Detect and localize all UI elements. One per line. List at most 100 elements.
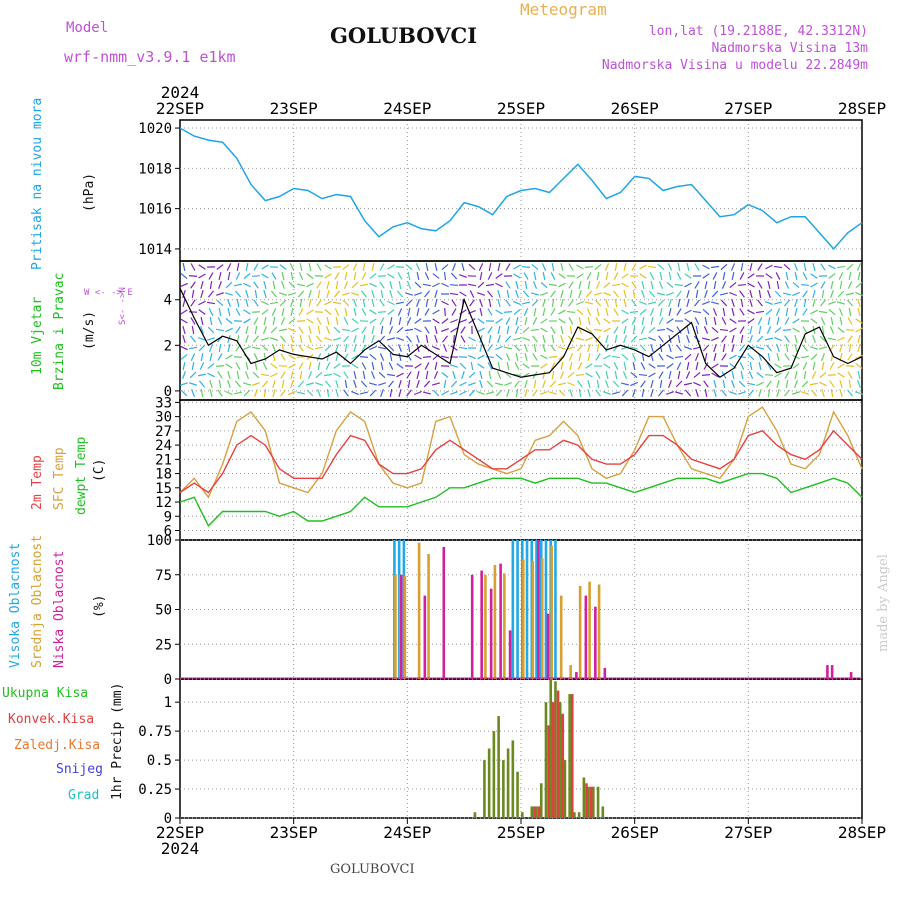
wind-arrow bbox=[524, 280, 528, 290]
wind-arrow bbox=[776, 389, 780, 397]
wind-arrow bbox=[290, 271, 294, 281]
wind-arrow bbox=[810, 282, 818, 288]
wind-arrow bbox=[324, 309, 332, 315]
precip-total-bar bbox=[539, 783, 543, 818]
wind-arrow bbox=[225, 327, 233, 333]
wind-arrow bbox=[335, 344, 339, 352]
wind-arrow bbox=[416, 299, 420, 307]
wind-arrow bbox=[701, 374, 711, 376]
wind-arrow bbox=[299, 298, 303, 308]
wind-arrow bbox=[497, 361, 501, 371]
wind-arrow bbox=[613, 362, 619, 370]
wind-arrow bbox=[479, 307, 483, 317]
wind-arrow bbox=[371, 290, 375, 298]
wind-arrow bbox=[845, 292, 855, 296]
wind-arrow bbox=[479, 299, 483, 307]
wind-arrow bbox=[512, 337, 522, 341]
wind-arrow bbox=[729, 391, 737, 395]
wind-arrow bbox=[820, 353, 826, 361]
y-tick-label: 0 bbox=[164, 672, 172, 688]
wind-arrow bbox=[685, 371, 691, 379]
wind-arrow bbox=[444, 307, 446, 317]
wind-arrow bbox=[432, 318, 440, 324]
wind-arrow bbox=[422, 355, 432, 359]
wind-arrow bbox=[450, 272, 458, 280]
wind-arrow bbox=[829, 326, 835, 334]
wind-arrow bbox=[369, 318, 377, 324]
wind-arrow bbox=[308, 298, 312, 308]
wind-arrow bbox=[487, 362, 493, 370]
wind-arrow bbox=[227, 370, 231, 380]
wind-arrow bbox=[272, 280, 276, 290]
wind-arrow bbox=[379, 353, 385, 361]
wind-arrow bbox=[577, 380, 583, 388]
wind-arrow bbox=[251, 275, 261, 277]
wind-arrow bbox=[434, 290, 438, 298]
y-tick-label: 50 bbox=[155, 603, 172, 619]
wind-arrow bbox=[576, 344, 584, 352]
wind-arrow bbox=[855, 281, 863, 289]
wind-arrow bbox=[802, 326, 808, 334]
wind-speed-line bbox=[179, 288, 863, 378]
wind-arrow bbox=[459, 291, 467, 297]
wind-arrow bbox=[235, 362, 241, 370]
wind-arrow bbox=[587, 352, 591, 362]
temp-label-1: 2m Temp bbox=[30, 455, 45, 510]
wind-arrow bbox=[505, 263, 511, 271]
wind-arrow bbox=[722, 343, 726, 353]
y-tick-label: 75 bbox=[155, 568, 172, 584]
wind-arrow bbox=[793, 263, 799, 271]
wind-arrow bbox=[298, 362, 304, 370]
wind-arrow bbox=[829, 362, 835, 370]
precip-total-bar bbox=[563, 760, 567, 818]
wind-arrow bbox=[560, 325, 564, 335]
wind-arrow bbox=[343, 335, 349, 343]
wind-arrow bbox=[704, 388, 708, 398]
y-tick-label: 18 bbox=[155, 467, 172, 483]
wind-arrow bbox=[821, 389, 825, 397]
wind-arrow bbox=[558, 309, 566, 315]
wind-arrow bbox=[650, 388, 654, 398]
wind-arrow bbox=[603, 354, 611, 360]
wind-arrow bbox=[803, 370, 807, 380]
wind-arrow bbox=[414, 390, 422, 396]
wind-arrow bbox=[578, 388, 582, 398]
wind-arrow bbox=[757, 281, 763, 289]
wind-arrow bbox=[452, 334, 456, 344]
wind-arrow bbox=[271, 272, 277, 280]
wind-arrow bbox=[730, 263, 736, 271]
wind-arrow bbox=[739, 326, 745, 334]
wind-arrow bbox=[227, 271, 231, 281]
wind-arrow bbox=[306, 309, 314, 315]
wind-arrow bbox=[245, 325, 249, 335]
wind-arrow bbox=[440, 355, 450, 359]
wind-arrow bbox=[326, 316, 330, 326]
wind-arrow bbox=[596, 307, 600, 317]
wind-arrow bbox=[812, 361, 816, 371]
wind-arrow bbox=[198, 273, 206, 279]
wind-arrow bbox=[596, 271, 600, 281]
wind-arrow bbox=[524, 352, 528, 362]
model-altitude: Nadmorska Visina u modelu 22.2849m bbox=[601, 58, 868, 73]
wind-arrow bbox=[252, 335, 260, 343]
wind-arrow bbox=[298, 272, 304, 280]
wind-arrow bbox=[818, 310, 828, 314]
wind-arrow bbox=[585, 290, 593, 298]
wind-arrow bbox=[711, 372, 719, 378]
wind-arrow bbox=[785, 307, 789, 317]
y-tick-label: 1020 bbox=[138, 121, 172, 137]
wind-arrow bbox=[180, 382, 188, 386]
wind-arrow bbox=[397, 272, 403, 280]
wind-arrow bbox=[774, 326, 782, 334]
wind-arrow bbox=[524, 379, 528, 389]
x-date-label-top: 28SEP bbox=[838, 99, 886, 118]
precip-total-bar bbox=[558, 702, 562, 818]
wind-arrow bbox=[458, 346, 468, 350]
wind-arrow bbox=[576, 273, 584, 279]
mid-cloud-bar bbox=[531, 560, 535, 679]
wind-arrow bbox=[802, 308, 808, 316]
low-cloud-bar bbox=[399, 574, 403, 679]
wind-arrow bbox=[263, 352, 267, 362]
wind-arrow bbox=[477, 354, 485, 360]
wind-arrow bbox=[290, 370, 294, 380]
